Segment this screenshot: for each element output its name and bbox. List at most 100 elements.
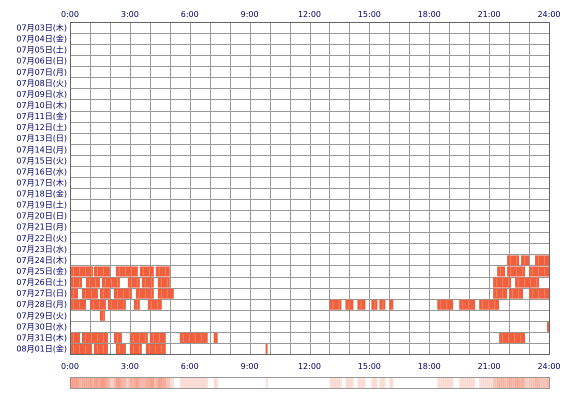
activity-bar-texture	[73, 267, 74, 276]
x-tick-label-bottom: 18:00	[418, 362, 441, 371]
summary-cell	[441, 378, 444, 388]
activity-bar-texture	[544, 267, 546, 276]
summary-cell	[111, 378, 115, 388]
activity-bar-texture	[150, 289, 152, 298]
activity-bar-texture	[148, 344, 150, 353]
summary-cell	[189, 378, 193, 388]
x-tick-label-top: 9:00	[241, 10, 259, 19]
summary-cell	[439, 378, 442, 388]
summary-cell	[363, 378, 366, 388]
activity-bar-texture	[544, 256, 546, 265]
activity-bar-texture	[88, 278, 90, 287]
row-label: 07月09日(水)	[16, 89, 67, 99]
grid-lines	[70, 22, 550, 355]
row-label: 07月29日(火)	[16, 311, 67, 320]
summary-cell	[143, 378, 147, 388]
activity-bar-texture	[166, 278, 168, 287]
activity-bar	[213, 332, 218, 343]
summary-cell	[511, 378, 514, 388]
activity-bar	[147, 299, 162, 310]
activity-bar-texture	[138, 289, 140, 298]
activity-bar	[141, 277, 154, 288]
row-label: 07月03日(木)	[16, 23, 67, 33]
summary-cell	[491, 378, 494, 388]
summary-cell	[141, 378, 145, 388]
activity-bar	[70, 332, 80, 343]
activity-bar	[547, 321, 549, 332]
summary-cell	[105, 378, 109, 388]
summary-cell	[191, 378, 195, 388]
summary-cell	[503, 378, 506, 388]
summary-cell	[167, 378, 171, 388]
row-label: 07月12日(土)	[16, 122, 67, 132]
summary-cell	[73, 378, 77, 388]
summary-cell	[339, 378, 342, 388]
summary-cell	[515, 378, 518, 388]
summary-cell	[347, 378, 350, 388]
activity-bar	[81, 332, 108, 343]
activity-bar-texture	[79, 278, 80, 287]
activity-bar	[515, 277, 540, 288]
activity-bar-texture	[104, 278, 106, 287]
activity-bar	[329, 299, 342, 310]
summary-cell	[351, 378, 354, 388]
summary-cell	[541, 378, 544, 388]
summary-cell	[471, 378, 474, 388]
activity-bar-texture	[116, 289, 118, 298]
activity-bar	[89, 299, 106, 310]
summary-cell	[159, 378, 163, 388]
activity-bar-texture	[524, 278, 526, 287]
activity-bars	[70, 255, 549, 354]
activity-bar-texture	[518, 278, 520, 287]
row-label: 07月21日(月)	[16, 223, 67, 232]
summary-cell	[103, 378, 107, 388]
row-label: 07月07日(月)	[16, 68, 67, 77]
activity-bar-texture	[138, 344, 140, 353]
activity-bar	[93, 343, 108, 354]
activity-bar-texture	[502, 333, 504, 342]
summary-cell	[479, 378, 482, 388]
summary-cell	[359, 378, 362, 388]
activity-bar-texture	[128, 289, 130, 298]
activity-bar-texture	[538, 267, 540, 276]
activity-bar	[113, 288, 132, 299]
summary-cell	[345, 378, 348, 388]
activity-bar-texture	[160, 289, 162, 298]
summary-cell	[505, 378, 508, 388]
summary-cell	[383, 378, 386, 388]
activity-bar	[499, 332, 526, 343]
row-label: 07月16日(水)	[16, 166, 67, 176]
activity-bar-texture	[496, 289, 498, 298]
activity-bar-texture	[96, 267, 98, 276]
summary-cell	[70, 378, 73, 388]
activity-bar-texture	[150, 300, 152, 309]
activity-bar-texture	[194, 333, 196, 342]
activity-bar-texture	[124, 267, 126, 276]
activity-bar-texture	[130, 278, 132, 287]
activity-bar-texture	[136, 300, 138, 309]
activity-bar	[107, 299, 126, 310]
activity-bar-texture	[130, 267, 132, 276]
summary-cell	[97, 378, 101, 388]
activity-bar-texture	[79, 300, 80, 309]
x-tick-label-top: 15:00	[358, 10, 381, 19]
activity-bar-texture	[152, 333, 154, 342]
activity-bar-texture	[532, 289, 534, 298]
summary-cell	[179, 378, 183, 388]
summary-cell	[139, 378, 143, 388]
activity-bar-texture	[188, 333, 190, 342]
summary-cell	[195, 378, 199, 388]
activity-bar-texture	[96, 333, 98, 342]
summary-cell	[465, 378, 468, 388]
summary-cell	[215, 378, 218, 388]
x-tick-label-bottom: 0:00	[61, 362, 79, 371]
summary-cell	[535, 378, 538, 388]
summary-cell	[79, 378, 83, 388]
summary-cell	[501, 378, 504, 388]
activity-bar-texture	[85, 267, 86, 276]
activity-bar-texture	[110, 278, 112, 287]
summary-cell	[187, 378, 191, 388]
activity-bar-texture	[468, 300, 470, 309]
activity-bar	[157, 277, 170, 288]
